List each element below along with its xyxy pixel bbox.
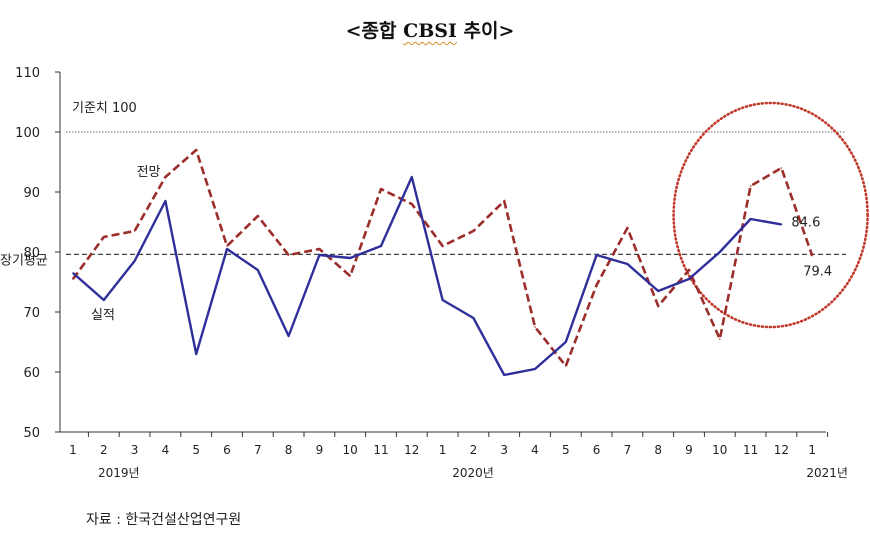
forecast-point [103, 236, 105, 238]
actual-point [72, 272, 74, 274]
forecast-point [719, 338, 721, 340]
x-tick-label: 10 [343, 443, 358, 457]
forecast-point [595, 284, 598, 286]
year-label: 2020년 [452, 466, 494, 480]
y-tick-label: 60 [23, 366, 40, 381]
forecast-point [688, 269, 690, 271]
forecast-point [626, 227, 629, 229]
x-tick-label: 1 [439, 443, 447, 457]
forecast-point [133, 230, 136, 232]
actual-point [226, 248, 228, 250]
actual-point [626, 263, 629, 265]
forecast-point [226, 245, 228, 247]
x-tick-label: 1 [808, 443, 816, 457]
actual-point [257, 269, 259, 271]
forecast-point [472, 230, 475, 232]
actual-point [565, 341, 567, 343]
forecast-point [411, 203, 413, 205]
actual-point [318, 254, 321, 256]
forecast-point [441, 245, 444, 247]
forecast-last-value-label: 79.4 [803, 265, 832, 280]
forecast-point [811, 254, 813, 257]
y-tick-label: 50 [23, 426, 40, 441]
x-tick-label: 11 [373, 443, 388, 457]
x-tick-label: 9 [316, 443, 324, 457]
actual-point [411, 176, 413, 178]
x-tick-label: 4 [531, 443, 539, 457]
x-tick-label: 2 [470, 443, 478, 457]
actual-point [195, 353, 197, 355]
baseline-100-label: 기준치 100 [72, 101, 137, 116]
forecast-point [749, 185, 752, 187]
x-tick-label: 3 [131, 443, 139, 457]
forecast-point [287, 254, 290, 256]
y-tick-label: 110 [15, 66, 40, 81]
forecast-series-label: 전망 [137, 165, 161, 180]
x-tick-label: 11 [743, 443, 758, 457]
title-cbsi: CBSI [403, 20, 457, 42]
forecast-series-line [71, 148, 814, 368]
forecast-point [195, 149, 197, 151]
actual-point [133, 260, 136, 262]
y-tick-label: 90 [23, 186, 40, 201]
actual-point [349, 257, 352, 259]
highlight-circle [672, 101, 869, 329]
long-term-average-label: 장기평균 [0, 253, 48, 268]
source-note: 자료 : 한국건설산업연구원 [86, 512, 242, 528]
x-tick-label: 3 [500, 443, 508, 457]
actual-series-line [72, 175, 782, 377]
forecast-point [534, 326, 536, 328]
x-tick-label: 12 [774, 443, 789, 457]
chart-title: <종합 CBSI 추이> [0, 16, 860, 43]
actual-point [595, 254, 598, 256]
x-tick-label: 8 [285, 443, 293, 457]
y-tick-label: 100 [15, 126, 40, 141]
actual-point [657, 290, 659, 292]
x-tick-label: 8 [654, 443, 662, 457]
x-tick-label: 1 [69, 443, 77, 457]
actual-series-label: 실적 [91, 308, 115, 323]
x-tick-label: 4 [162, 443, 170, 457]
x-tick-label: 6 [223, 443, 231, 457]
x-tick-label: 12 [404, 443, 419, 457]
x-tick-label: 9 [685, 443, 693, 457]
actual-point [719, 251, 721, 253]
actual-point [688, 278, 690, 280]
year-label: 2019년 [98, 466, 140, 480]
x-tick-label: 5 [562, 443, 570, 457]
forecast-point [318, 248, 321, 250]
forecast-point [72, 278, 74, 280]
forecast-point [565, 365, 567, 367]
x-tick-label: 10 [712, 443, 727, 457]
x-tick-label: 7 [624, 443, 632, 457]
actual-point [164, 200, 167, 202]
forecast-point [257, 215, 259, 217]
actual-point [503, 374, 506, 376]
forecast-point [503, 200, 506, 202]
actual-point [441, 299, 444, 301]
x-tick-label: 2 [100, 443, 108, 457]
actual-last-value-label: 84.6 [791, 215, 820, 230]
x-tick-label: 7 [254, 443, 262, 457]
year-label: 2021년 [806, 466, 848, 480]
actual-point [287, 335, 290, 337]
title-prefix: <종합 [345, 20, 404, 42]
actual-point [780, 223, 783, 226]
title-suffix: 추이> [456, 20, 515, 42]
actual-point [472, 317, 475, 319]
x-tick-label: 5 [192, 443, 200, 457]
y-tick-label: 80 [23, 246, 40, 261]
actual-point [534, 368, 536, 370]
actual-point [103, 299, 105, 301]
actual-point [749, 218, 752, 220]
forecast-point [164, 176, 167, 178]
forecast-point [349, 275, 352, 277]
y-tick-label: 70 [23, 306, 40, 321]
actual-point [380, 245, 382, 247]
forecast-point [657, 305, 659, 307]
forecast-point [380, 188, 382, 190]
forecast-point [780, 167, 783, 169]
x-tick-label: 6 [593, 443, 601, 457]
